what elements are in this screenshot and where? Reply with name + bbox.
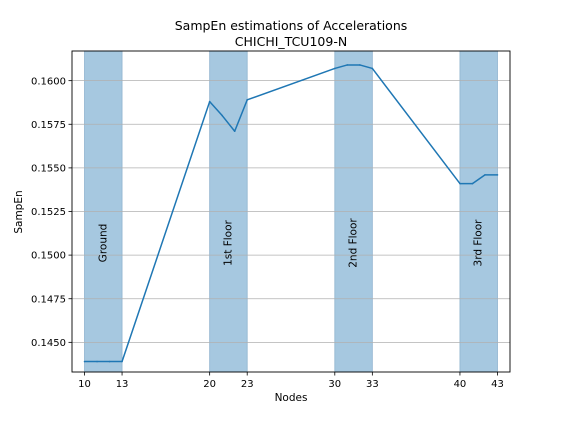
data-point	[96, 360, 98, 363]
data-point	[496, 174, 499, 176]
floor-band-labels: Ground 1st Floor 2nd Floor 3rd Floor	[97, 218, 484, 268]
data-point	[371, 67, 374, 70]
x-tick-label: 40	[454, 379, 467, 390]
data-point	[484, 174, 486, 176]
sampen-series-line	[84, 64, 498, 363]
y-tick-label: 0.1450	[31, 338, 66, 349]
x-tick-label: 13	[116, 379, 129, 390]
data-point	[246, 99, 248, 101]
x-tick-label: 10	[78, 379, 91, 390]
data-point	[83, 360, 86, 363]
floor-band-label: 2nd Floor	[348, 218, 360, 268]
data-point	[233, 130, 236, 133]
series-layer	[83, 64, 499, 363]
floor-band-label: Ground	[97, 224, 109, 263]
y-axis-ticks: 0.1450 0.1475 0.1500 0.1525 0.1550 0.1575 0.16…	[31, 76, 72, 349]
floor-band-label: 1st Floor	[222, 219, 234, 265]
floor-band-label: 3rd Floor	[473, 219, 485, 267]
data-point	[121, 360, 123, 363]
x-tick-label: 43	[491, 379, 504, 390]
x-tick-label: 23	[241, 379, 254, 390]
data-point	[471, 182, 474, 185]
data-point	[208, 100, 211, 103]
x-axis-label: Nodes	[275, 392, 308, 404]
y-tick-label: 0.1550	[31, 163, 66, 174]
data-point	[221, 114, 223, 117]
data-point	[334, 67, 336, 70]
y-axis-label: SampEn	[13, 190, 25, 233]
gridlines	[72, 80, 510, 343]
y-tick-label: 0.1475	[31, 294, 66, 305]
data-point	[459, 182, 461, 185]
y-tick-label: 0.1600	[31, 76, 66, 87]
x-tick-label: 30	[328, 379, 341, 390]
x-axis-ticks: 10 13 20 23 30 33 40 43	[78, 372, 504, 390]
data-point	[359, 64, 361, 66]
x-tick-label: 20	[203, 379, 216, 390]
x-tick-label: 33	[366, 379, 379, 390]
chart-subtitle: CHICHI_TCU109-N	[235, 34, 347, 49]
chart-title: SampEn estimations of Accelerations	[175, 18, 408, 33]
y-tick-label: 0.1500	[31, 251, 66, 262]
y-tick-label: 0.1575	[31, 120, 66, 131]
y-tick-label: 0.1525	[31, 207, 66, 218]
data-point	[346, 64, 349, 66]
data-point	[108, 360, 111, 363]
